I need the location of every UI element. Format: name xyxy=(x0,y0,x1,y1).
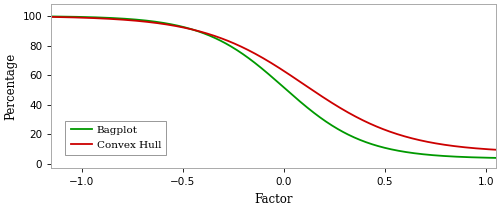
X-axis label: Factor: Factor xyxy=(254,193,293,206)
Line: Bagplot: Bagplot xyxy=(52,16,496,158)
Legend: Bagplot, Convex Hull: Bagplot, Convex Hull xyxy=(66,121,166,155)
Y-axis label: Percentage: Percentage xyxy=(4,52,17,120)
Bagplot xyxy=(127,18,133,20)
Convex Hull xyxy=(310,89,316,92)
Convex Hull xyxy=(127,19,133,21)
Bagplot xyxy=(345,133,351,136)
Bagplot xyxy=(310,111,316,114)
Convex Hull xyxy=(162,23,168,26)
Line: Convex Hull: Convex Hull xyxy=(52,17,496,150)
Bagplot xyxy=(383,147,389,149)
Convex Hull xyxy=(345,111,351,114)
Convex Hull xyxy=(48,16,54,18)
Convex Hull xyxy=(383,129,389,131)
Bagplot xyxy=(250,60,256,62)
Bagplot xyxy=(162,22,168,25)
Convex Hull xyxy=(250,51,256,54)
Convex Hull xyxy=(493,148,499,151)
Bagplot xyxy=(493,157,499,159)
Bagplot xyxy=(48,15,54,18)
